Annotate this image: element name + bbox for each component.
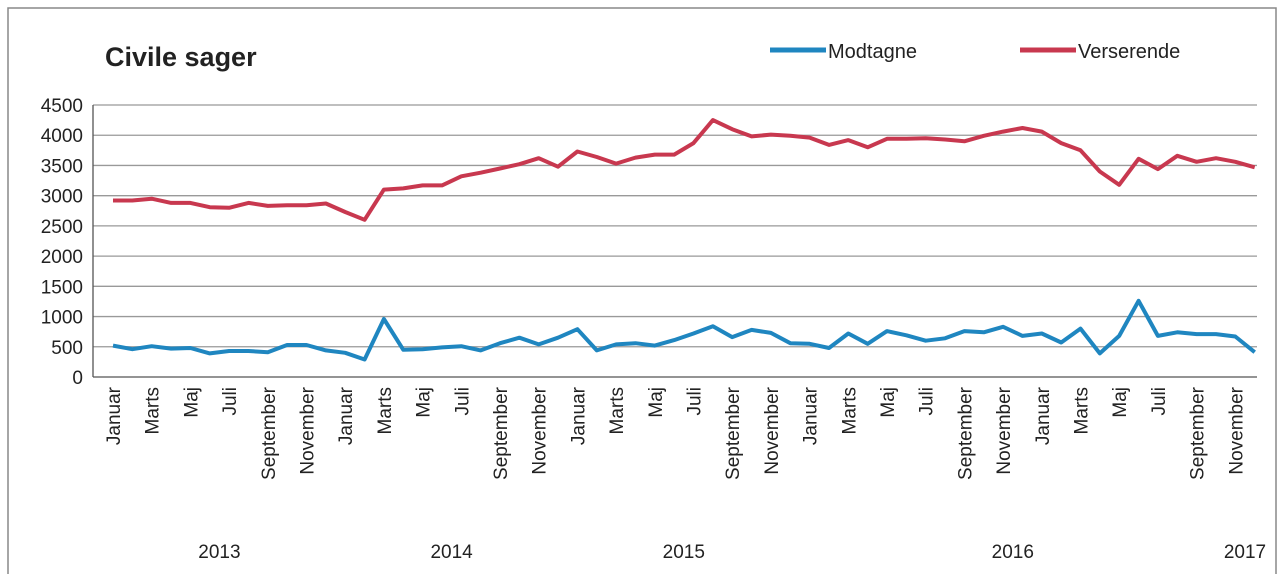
x-tick-label: September — [259, 386, 280, 480]
chart-frame — [7, 7, 1277, 574]
x-tick-label: Januar — [1033, 386, 1054, 445]
data-line — [112, 298, 1256, 362]
x-tick-label: Januar — [568, 386, 589, 445]
x-tick-label: November — [298, 386, 319, 474]
x-tick-label: Januar — [801, 386, 822, 445]
x-tick-label: Marts — [1072, 387, 1093, 435]
x-tick-label: Maj — [646, 387, 667, 418]
x-tick-label: September — [723, 386, 744, 480]
x-tick-label: Januar — [336, 386, 357, 445]
y-tick-label: 3000 — [41, 187, 83, 208]
legend-label: Verserende — [1078, 41, 1180, 63]
x-tick-label: Maj — [414, 387, 435, 418]
x-tick-label: Maj — [181, 387, 202, 418]
x-tick-label: Juli — [1149, 387, 1170, 416]
x-tick-label: Marts — [375, 387, 396, 435]
x-tick-label: Juli — [452, 387, 473, 416]
x-tick-label: Marts — [143, 387, 164, 435]
y-tick-label: 500 — [51, 338, 83, 359]
y-tick-label: 3500 — [41, 156, 83, 177]
y-tick-label: 4500 — [41, 96, 83, 117]
x-tick-label: Juli — [220, 387, 241, 416]
y-tick-label: 2000 — [41, 247, 83, 268]
x-tick-label: Juli — [917, 387, 938, 416]
x-tick-label: November — [1226, 386, 1247, 474]
x-tick-label: September — [491, 386, 512, 480]
x-tick-label: Maj — [1110, 387, 1131, 418]
year-label: 2014 — [430, 542, 473, 563]
x-tick-label: September — [1188, 386, 1209, 480]
y-tick-label: 1500 — [41, 277, 83, 298]
x-tick-label: November — [530, 386, 551, 474]
y-tick-label: 4000 — [41, 126, 83, 147]
y-tick-label: 0 — [72, 368, 83, 389]
year-label: 2016 — [992, 542, 1034, 563]
x-tick-label: September — [955, 386, 976, 480]
chart-title: Civile sager — [105, 42, 257, 72]
x-tick-label: Marts — [607, 387, 628, 435]
x-tick-label: Maj — [878, 387, 899, 418]
legend-label: Modtagne — [828, 41, 917, 63]
x-tick-label: Januar — [104, 386, 125, 445]
x-tick-label: Marts — [839, 387, 860, 435]
year-label: 2013 — [198, 542, 240, 563]
x-tick-label: November — [762, 386, 783, 474]
x-tick-label: November — [994, 386, 1015, 474]
data-line — [113, 118, 1256, 222]
y-tick-label: 2500 — [41, 217, 83, 238]
x-tick-label: Juli — [685, 387, 706, 416]
year-label: 2017 — [1224, 542, 1266, 563]
y-tick-label: 1000 — [41, 308, 83, 329]
year-label: 2015 — [663, 542, 705, 563]
